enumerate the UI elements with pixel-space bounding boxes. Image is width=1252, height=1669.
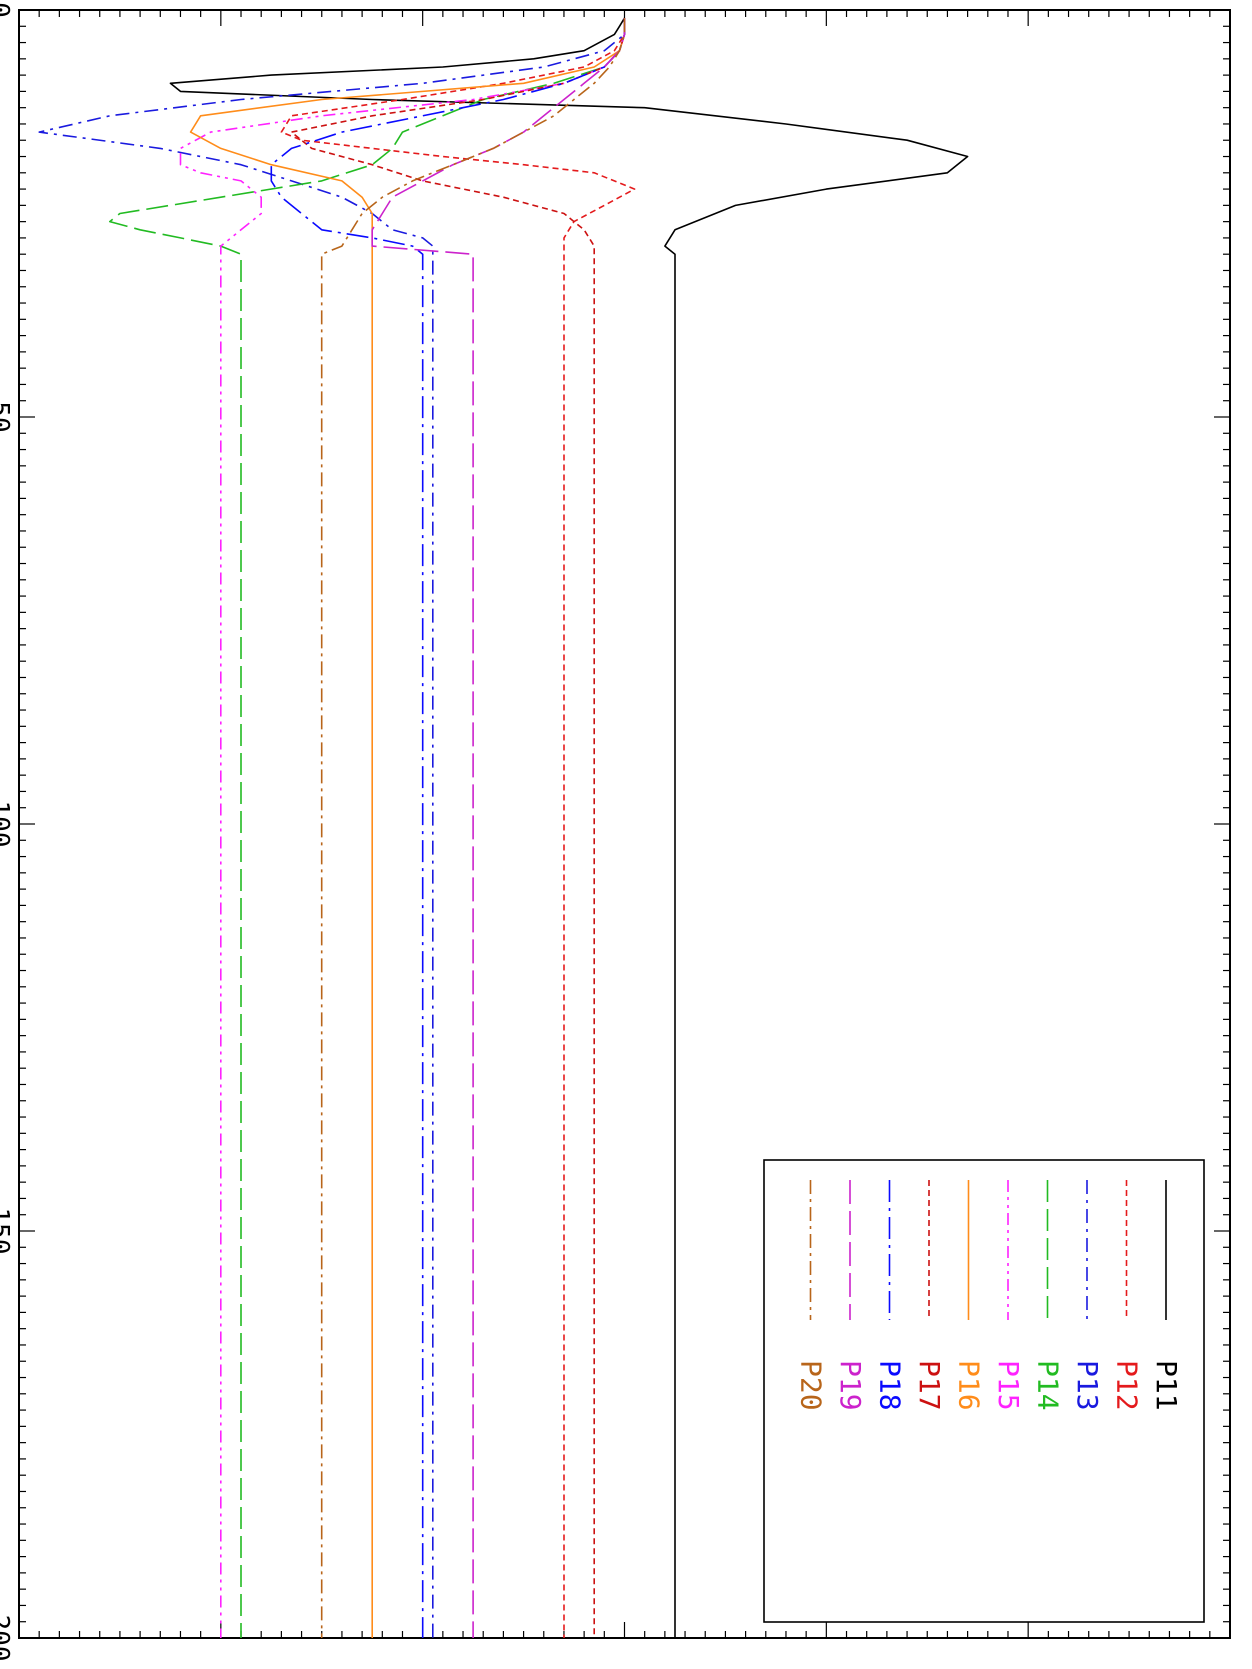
legend-label-p16: P16 (953, 1360, 986, 1411)
legend-box (763, 1159, 1205, 1623)
x-tick-label: 50 (0, 401, 14, 432)
series-group (38, 17, 969, 1638)
series-line-p12 (280, 18, 636, 1638)
legend-label-p11: P11 (1150, 1360, 1183, 1411)
series-line-p15 (179, 18, 626, 1638)
legend-label-p18: P18 (874, 1360, 907, 1411)
legend-label-p14: P14 (1032, 1360, 1065, 1411)
series-line-p18 (270, 18, 626, 1638)
x-tick-label: 0 (0, 2, 14, 18)
legend-label-p12: P12 (1111, 1360, 1144, 1411)
x-tick-label: 200 (0, 1615, 14, 1662)
legend-label-p15: P15 (992, 1360, 1025, 1411)
legend-label-p17: P17 (913, 1360, 946, 1411)
x-tick-label: 100 (0, 801, 14, 848)
legend-label-p20: P20 (795, 1360, 828, 1411)
series-line-p17 (290, 18, 626, 1638)
legend-label-p19: P19 (834, 1360, 867, 1411)
series-line-p13 (38, 18, 626, 1638)
series-line-p20 (320, 18, 626, 1638)
series-line-p11 (169, 17, 969, 1638)
series-line-p16 (189, 18, 626, 1638)
series-line-p14 (109, 18, 626, 1638)
x-tick-label: 150 (0, 1208, 14, 1255)
legend-label-p13: P13 (1071, 1360, 1104, 1411)
series-line-p19 (371, 18, 626, 1638)
